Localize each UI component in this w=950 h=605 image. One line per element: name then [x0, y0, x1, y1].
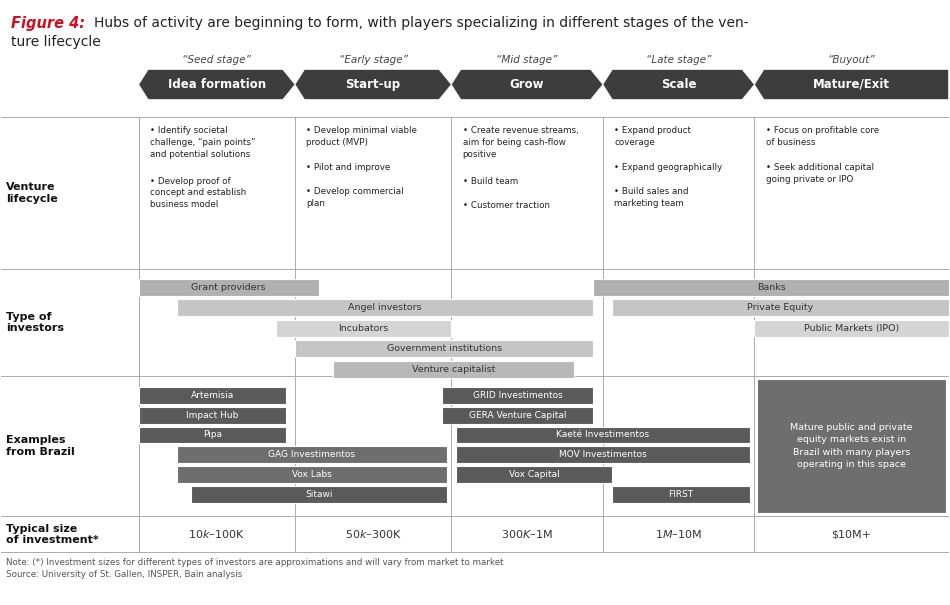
Text: Vox Labs: Vox Labs: [292, 470, 332, 479]
Text: Typical size
of investment*: Typical size of investment*: [6, 523, 99, 545]
Text: Note: (*) Investment sizes for different types of investors are approximations a: Note: (*) Investment sizes for different…: [6, 558, 504, 579]
Text: • Identify societal
challenge, “pain points”
and potential solutions: • Identify societal challenge, “pain poi…: [150, 126, 256, 159]
Text: Sitawi: Sitawi: [305, 490, 332, 499]
Polygon shape: [603, 70, 754, 100]
Bar: [332, 361, 575, 378]
Text: GRID Investimentos: GRID Investimentos: [473, 391, 562, 400]
Text: Type of
investors: Type of investors: [6, 312, 65, 333]
Bar: [139, 407, 286, 423]
Bar: [177, 299, 594, 316]
Polygon shape: [451, 70, 603, 100]
Text: $10k – $100K: $10k – $100K: [188, 528, 245, 540]
Text: • Build sales and
marketing team: • Build sales and marketing team: [615, 188, 689, 208]
Text: • Pilot and improve: • Pilot and improve: [307, 163, 390, 172]
Bar: [442, 407, 594, 423]
Text: GERA Venture Capital: GERA Venture Capital: [469, 411, 566, 420]
Text: • Seek additional capital
going private or IPO: • Seek additional capital going private …: [766, 163, 874, 184]
Text: “Late stage”: “Late stage”: [646, 54, 712, 65]
Text: Figure 4:: Figure 4:: [10, 16, 85, 31]
Text: MOV Investimentos: MOV Investimentos: [559, 450, 647, 459]
Bar: [594, 279, 949, 296]
Text: • Build team: • Build team: [463, 177, 518, 186]
Text: • Develop commercial
plan: • Develop commercial plan: [307, 188, 404, 208]
Text: Grow: Grow: [510, 78, 544, 91]
Polygon shape: [295, 70, 451, 100]
Text: Pipa: Pipa: [202, 431, 221, 439]
Text: Impact Hub: Impact Hub: [186, 411, 238, 420]
Text: “Mid stage”: “Mid stage”: [497, 54, 558, 65]
Text: Grant providers: Grant providers: [192, 283, 266, 292]
Text: “Buyout”: “Buyout”: [827, 54, 875, 65]
Text: • Develop minimal viable
product (MVP): • Develop minimal viable product (MVP): [307, 126, 417, 147]
Text: Private Equity: Private Equity: [748, 304, 813, 312]
Text: • Create revenue streams,
aim for being cash-flow
positive: • Create revenue streams, aim for being …: [463, 126, 579, 159]
Bar: [276, 320, 451, 337]
Bar: [757, 379, 946, 513]
Text: Incubators: Incubators: [338, 324, 389, 333]
Text: Start-up: Start-up: [346, 78, 401, 91]
Bar: [177, 466, 446, 483]
Bar: [139, 427, 286, 443]
Bar: [191, 486, 446, 503]
Text: Kaeté Investimentos: Kaeté Investimentos: [557, 431, 650, 439]
Text: • Focus on profitable core
of business: • Focus on profitable core of business: [766, 126, 879, 147]
Bar: [456, 466, 613, 483]
Text: • Develop proof of
concept and establish
business model: • Develop proof of concept and establish…: [150, 177, 246, 209]
Text: Hubs of activity are beginning to form, with players specializing in different s: Hubs of activity are beginning to form, …: [94, 16, 749, 30]
Bar: [139, 387, 286, 404]
Text: Government institutions: Government institutions: [387, 344, 502, 353]
Text: Banks: Banks: [756, 283, 786, 292]
Bar: [613, 299, 949, 316]
Text: Venture
lifecycle: Venture lifecycle: [6, 182, 58, 204]
Bar: [295, 341, 594, 358]
Text: “Early stage”: “Early stage”: [338, 54, 408, 65]
Bar: [613, 486, 750, 503]
Text: ture lifecycle: ture lifecycle: [10, 34, 101, 48]
Text: $10M+: $10M+: [831, 529, 871, 539]
Text: • Customer traction: • Customer traction: [463, 201, 550, 210]
Text: Public Markets (IPO): Public Markets (IPO): [804, 324, 899, 333]
Text: Vox Capital: Vox Capital: [509, 470, 560, 479]
Text: Examples
from Brazil: Examples from Brazil: [6, 436, 75, 457]
Text: $300K – $1M: $300K – $1M: [502, 528, 553, 540]
Bar: [139, 279, 318, 296]
Bar: [456, 427, 750, 443]
Polygon shape: [754, 70, 949, 100]
Text: $50k – $300K: $50k – $300K: [345, 528, 402, 540]
Text: $1M – $10M: $1M – $10M: [656, 528, 702, 540]
Text: GAG Investimentos: GAG Investimentos: [268, 450, 355, 459]
Text: • Expand product
coverage: • Expand product coverage: [615, 126, 691, 147]
Text: FIRST: FIRST: [669, 490, 694, 499]
Bar: [754, 320, 949, 337]
Text: Idea formation: Idea formation: [168, 78, 266, 91]
Text: “Seed stage”: “Seed stage”: [182, 54, 252, 65]
Text: Mature/Exit: Mature/Exit: [813, 78, 890, 91]
Text: • Expand geographically: • Expand geographically: [615, 163, 722, 172]
Polygon shape: [139, 70, 295, 100]
Bar: [442, 387, 594, 404]
Bar: [177, 446, 446, 463]
Text: Angel investors: Angel investors: [349, 304, 422, 312]
Text: Scale: Scale: [661, 78, 696, 91]
Bar: [456, 446, 750, 463]
Text: Artemisia: Artemisia: [191, 391, 234, 400]
Text: Venture capitalist: Venture capitalist: [412, 365, 495, 374]
Text: Mature public and private
equity markets exist in
Brazil with many players
opera: Mature public and private equity markets…: [790, 423, 913, 469]
